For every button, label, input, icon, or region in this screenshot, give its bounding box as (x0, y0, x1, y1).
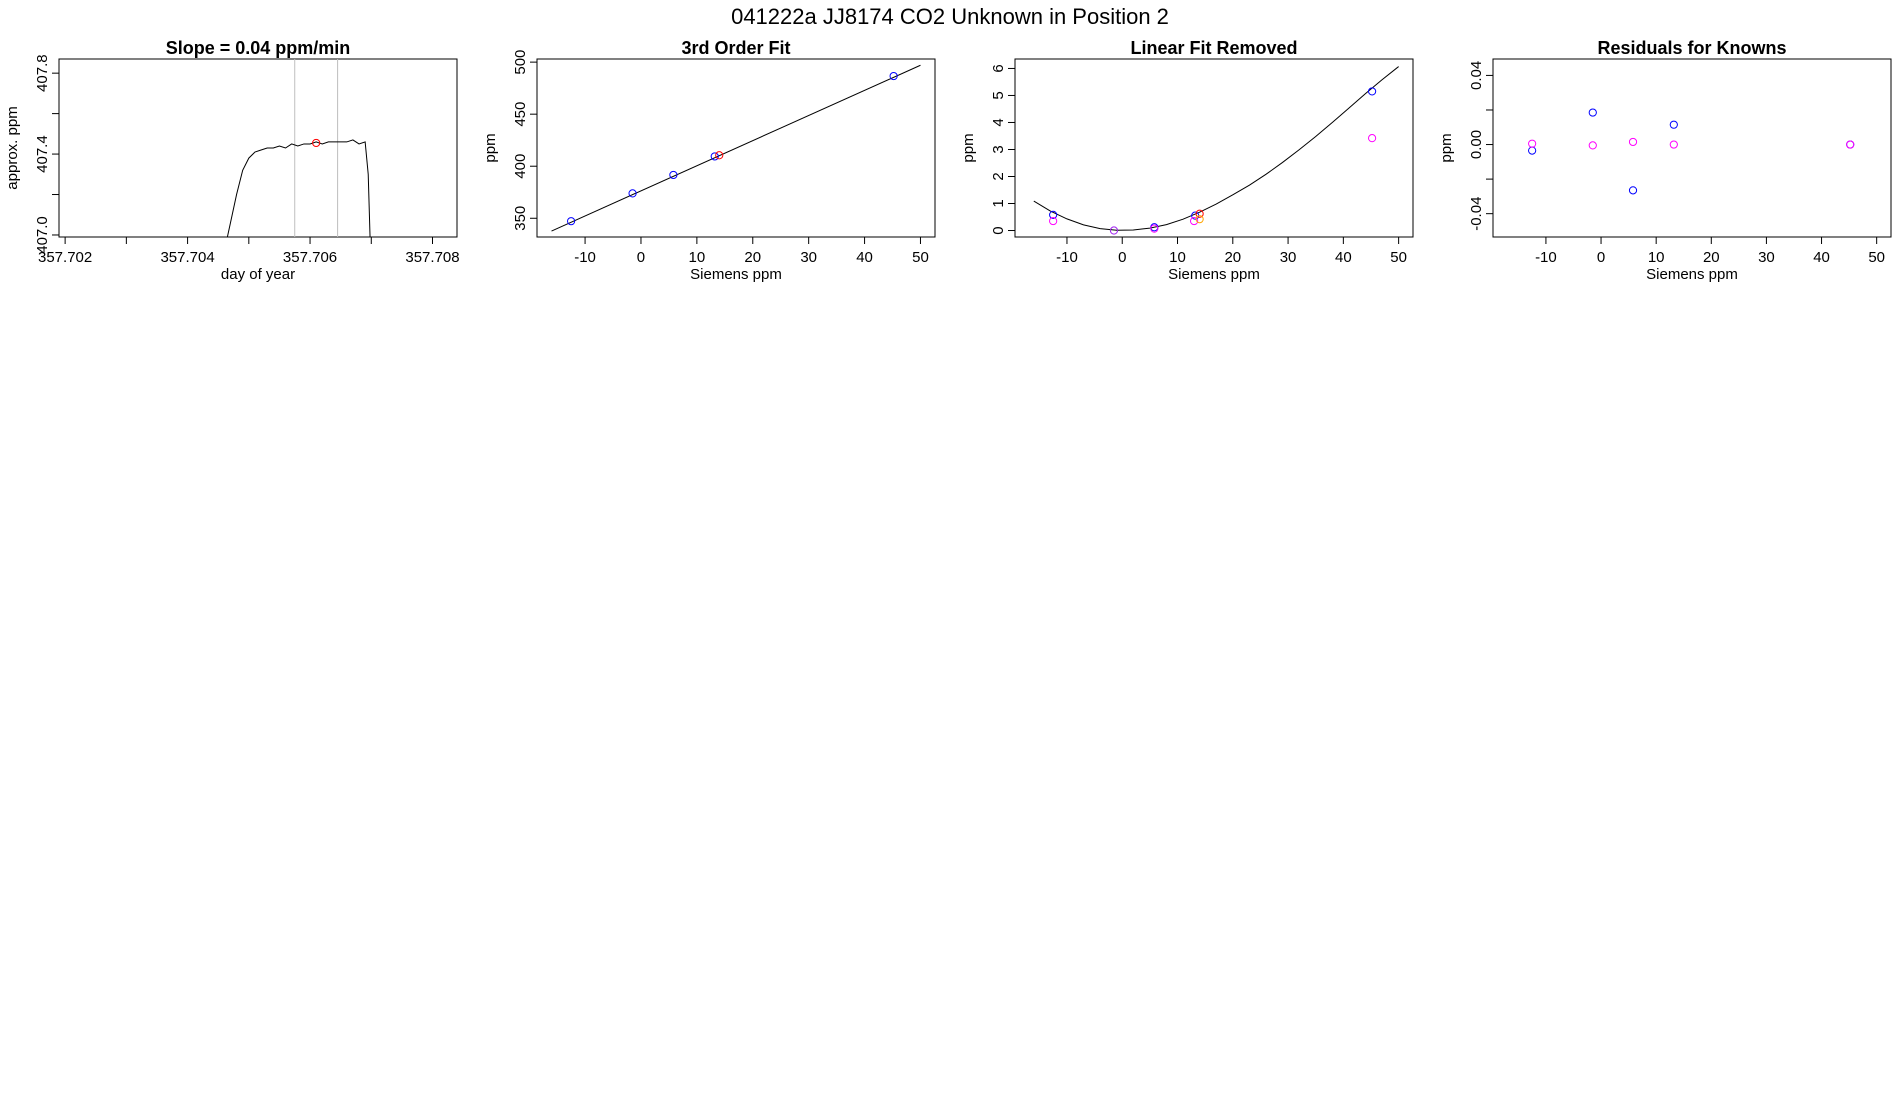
y-tick-label: 6 (990, 64, 1007, 72)
x-tick-label: -10 (574, 249, 596, 266)
x-axis-label: day of year (221, 266, 295, 283)
panels: Slope = 0.04 ppm/min 357.702 357.704 357.70… (4, 38, 1892, 283)
data-point (1669, 120, 1678, 129)
data-point (1628, 186, 1638, 195)
data-point (1846, 140, 1855, 149)
data-point (312, 138, 321, 148)
x-tick-label: -10 (1056, 249, 1078, 266)
x-tick-label: 50 (912, 249, 929, 266)
fit-curve (1033, 66, 1399, 231)
data-point (566, 217, 576, 226)
data-point (1588, 141, 1597, 150)
y-tick-label: 0 (990, 226, 1007, 234)
data-point (1367, 134, 1377, 143)
y-tick-label: 5 (990, 91, 1007, 99)
data-point (889, 71, 898, 81)
panel-3: Linear Fit Removed -10 0 10 20 30 40 50 0 1 2 3 4 5 6 S… (960, 38, 1414, 283)
plot-frame (1014, 58, 1414, 238)
x-tick-label: 357.708 (405, 249, 459, 266)
series-line (226, 139, 371, 237)
data-point (1528, 139, 1537, 148)
data-point (715, 151, 724, 160)
y-tick-label: 407.0 (34, 216, 51, 254)
panel-title: 3rd Order Fit (681, 38, 790, 58)
data-point (1049, 216, 1058, 226)
data-point (1049, 210, 1058, 219)
data-point (1588, 108, 1597, 117)
x-tick-label: 20 (1224, 249, 1241, 266)
plot-area (551, 64, 921, 232)
y-tick-label: 350 (512, 206, 529, 231)
figure-title: 041222a JJ8174 CO2 Unknown in Position 2 (731, 4, 1169, 29)
data-point (1669, 140, 1678, 149)
x-tick-label: 0 (1597, 249, 1605, 266)
data-point (1367, 87, 1377, 96)
data-point (669, 170, 678, 180)
panel-title: Linear Fit Removed (1130, 38, 1297, 58)
data-point (1190, 216, 1199, 226)
x-tick-label: 10 (1648, 249, 1665, 266)
data-point (1195, 209, 1204, 218)
y-axis-label: ppm (482, 133, 499, 162)
data-point (1109, 226, 1119, 235)
plot-frame (1492, 58, 1892, 238)
x-tick-label: 40 (1813, 249, 1830, 266)
plot-area (226, 59, 371, 237)
x-tick-label: 20 (1703, 249, 1720, 266)
x-tick-label: 0 (637, 249, 645, 266)
panel-1: Slope = 0.04 ppm/min 357.702 357.704 357.70… (4, 38, 460, 283)
data-point (1150, 224, 1159, 233)
y-axis-label: approx. ppm (4, 106, 21, 189)
x-tick-label: 50 (1868, 249, 1885, 266)
x-tick-label: 357.706 (283, 249, 337, 266)
x-tick-label: 10 (1169, 249, 1186, 266)
y-tick-label: -0.04 (1468, 197, 1485, 231)
y-tick-label: 2 (990, 172, 1007, 180)
x-tick-label: 10 (689, 249, 706, 266)
x-axis-label: Siemens ppm (1646, 266, 1738, 283)
x-tick-label: -10 (1535, 249, 1557, 266)
y-axis-label: ppm (1438, 133, 1455, 162)
plot-area (1528, 108, 1855, 195)
panel-4: Residuals for Knowns -10 0 10 20 30 40 50 -0.04 0… (1438, 38, 1892, 283)
x-tick-label: 30 (1280, 249, 1297, 266)
x-axis-label: Siemens ppm (690, 266, 782, 283)
data-point (1195, 215, 1204, 224)
data-point (710, 152, 719, 161)
panel-2: 3rd Order Fit -10 0 10 20 30 40 50 350 400 450 500 S… (482, 38, 936, 283)
y-tick-label: 0.04 (1468, 61, 1485, 90)
x-tick-label: 357.702 (38, 249, 92, 266)
x-tick-label: 40 (856, 249, 873, 266)
y-tick-label: 3 (990, 145, 1007, 153)
plot-frame (536, 58, 936, 238)
y-axis-label: ppm (960, 133, 977, 162)
x-tick-label: 20 (744, 249, 761, 266)
x-tick-label: 40 (1335, 249, 1352, 266)
data-point (628, 189, 637, 198)
x-axis-label: Siemens ppm (1168, 266, 1260, 283)
data-point (1628, 137, 1638, 147)
y-tick-label: 4 (990, 118, 1007, 126)
x-tick-label: 30 (800, 249, 817, 266)
y-tick-label: 407.8 (34, 54, 51, 92)
x-tick-label: 357.704 (160, 249, 214, 266)
plot-area (1033, 66, 1399, 235)
y-tick-label: 407.4 (34, 135, 51, 173)
y-tick-label: 500 (512, 50, 529, 75)
y-tick-label: 0.00 (1468, 130, 1485, 159)
panel-title: Residuals for Knowns (1597, 38, 1786, 58)
y-tick-label: 400 (512, 154, 529, 179)
x-tick-label: 50 (1390, 249, 1407, 266)
panel-title: Slope = 0.04 ppm/min (166, 38, 351, 58)
fit-curve (551, 64, 921, 232)
plot-frame (58, 58, 458, 238)
data-point (1528, 146, 1537, 155)
y-tick-label: 1 (990, 199, 1007, 207)
x-tick-label: 30 (1758, 249, 1775, 266)
y-tick-label: 450 (512, 102, 529, 127)
x-tick-label: 0 (1118, 249, 1126, 266)
